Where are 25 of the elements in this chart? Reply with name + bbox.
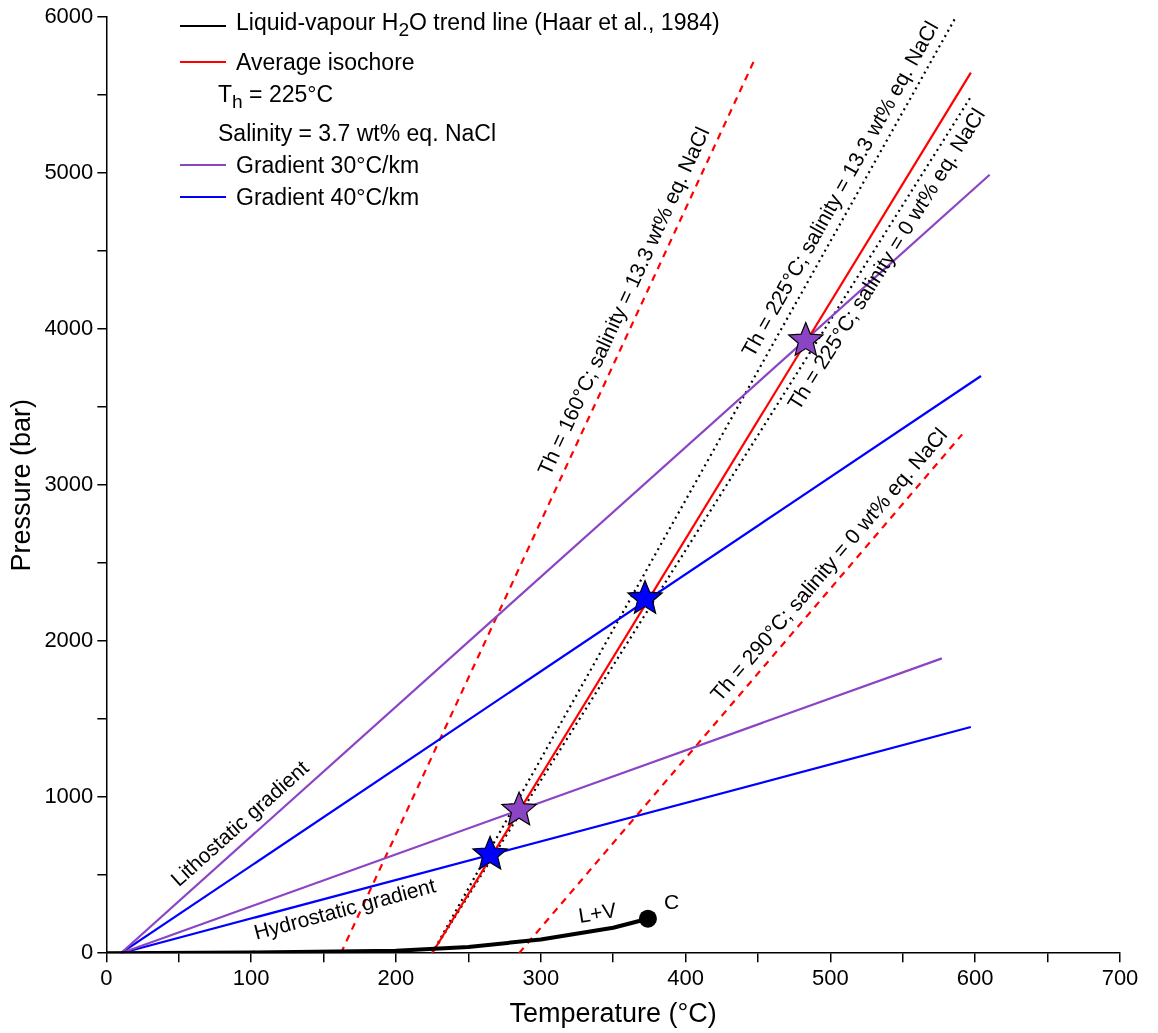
y-tick-label: 4000 [44, 315, 94, 341]
x-tick-label: 100 [232, 965, 270, 991]
y-tick-label: 3000 [44, 471, 94, 497]
legend-label: Liquid-vapour H$_{2}$O trend line (Haar et al., 1984) [236, 8, 720, 42]
y-tick-label: 6000 [44, 3, 94, 29]
legend-label: Gradient 30°C/km [236, 151, 420, 181]
x-tick-label: 700 [1101, 965, 1139, 991]
annotation: C [663, 889, 680, 913]
y-axis-title: Pressure (bar) [5, 398, 36, 572]
annotation: Salinity = 3.7 wt% eq. NaCl [218, 120, 497, 147]
annotation: L+V [576, 898, 618, 927]
legend-label: Average isochore [236, 47, 415, 77]
y-tick-label: 1000 [44, 783, 94, 809]
x-tick-label: 0 [100, 965, 113, 991]
annotation: T$_{h}$ = 225°C [217, 79, 335, 114]
x-tick-label: 600 [956, 965, 994, 991]
x-tick-label: 400 [667, 965, 704, 991]
legend-label: Gradient 40°C/km [236, 183, 420, 213]
x-tick-label: 200 [377, 965, 415, 991]
y-tick-label: 0 [81, 939, 94, 965]
x-tick-label: 500 [812, 965, 849, 991]
x-tick-label: 300 [522, 965, 560, 991]
x-axis-title: Temperature (°C) [509, 998, 717, 1029]
y-tick-label: 5000 [44, 159, 94, 185]
y-tick-label: 2000 [44, 627, 94, 653]
